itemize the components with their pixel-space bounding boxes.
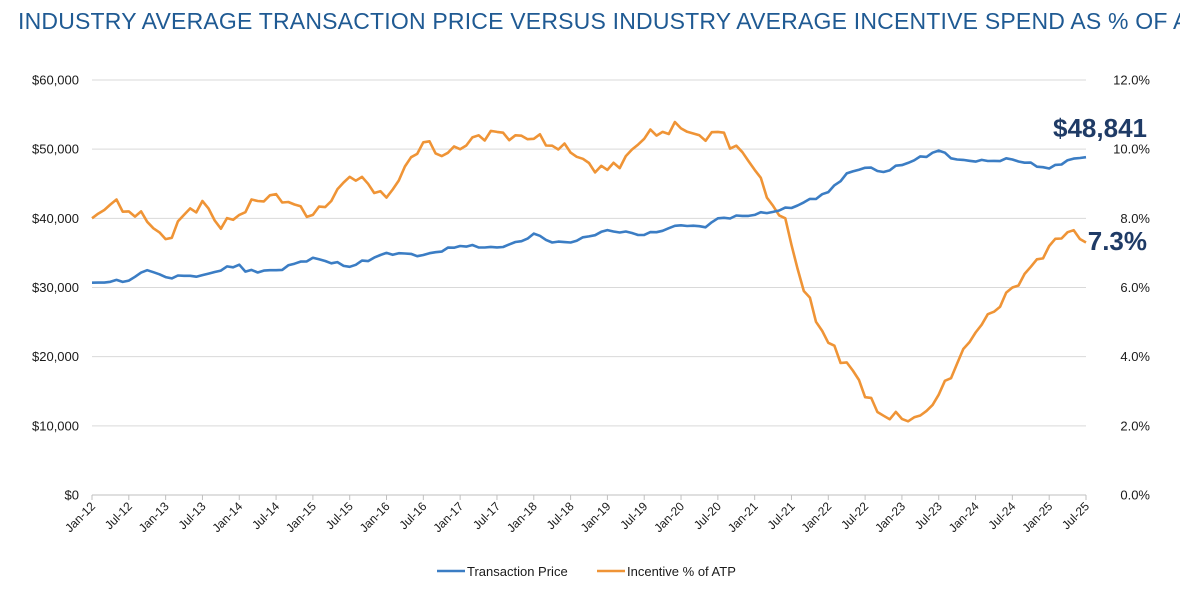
left-tick-label: $30,000 xyxy=(32,280,79,295)
left-tick-label: $40,000 xyxy=(32,211,79,226)
atp-end-label: $48,841 xyxy=(1053,113,1147,143)
right-tick-label: 10.0% xyxy=(1113,142,1150,157)
x-tick-label: Jan-13 xyxy=(136,499,172,535)
x-tick-label: Jan-24 xyxy=(946,499,982,535)
x-tick-label: Jul-18 xyxy=(544,499,577,532)
x-tick-label: Jul-22 xyxy=(838,499,871,532)
x-tick-label: Jul-17 xyxy=(470,499,503,532)
x-tick-label: Jul-20 xyxy=(691,499,724,532)
x-tick-label: Jul-24 xyxy=(985,499,1018,532)
chart-title: INDUSTRY AVERAGE TRANSACTION PRICE VERSU… xyxy=(18,8,1180,34)
legend-label-transaction-price: Transaction Price xyxy=(467,564,568,579)
x-tick-label: Jul-16 xyxy=(396,499,429,532)
left-tick-label: $50,000 xyxy=(32,142,79,157)
legend: Transaction Price Incentive % of ATP xyxy=(437,564,736,579)
x-tick-label: Jan-21 xyxy=(725,499,761,535)
x-tick-label: Jul-12 xyxy=(102,499,135,532)
x-tick-label: Jan-16 xyxy=(357,499,393,535)
left-tick-label: $20,000 xyxy=(32,349,79,364)
end-callouts: $48,841 7.3% xyxy=(1053,113,1147,256)
x-tick-label: Jan-12 xyxy=(62,499,98,535)
x-tick-label: Jan-22 xyxy=(799,499,835,535)
x-tick-label: Jul-15 xyxy=(323,499,356,532)
x-tick-label: Jan-14 xyxy=(210,499,246,535)
incentive-series-line xyxy=(91,120,1087,423)
x-tick-label: Jul-21 xyxy=(765,499,798,532)
right-tick-label: 0.0% xyxy=(1120,488,1150,503)
right-tick-label: 4.0% xyxy=(1120,349,1150,364)
x-tick-label: Jan-19 xyxy=(578,499,614,535)
left-tick-label: $10,000 xyxy=(32,418,79,433)
x-tick-label: Jan-20 xyxy=(651,499,687,535)
gridlines xyxy=(92,79,1086,427)
series-lines xyxy=(91,120,1087,423)
x-tick-label: Jan-23 xyxy=(872,499,908,535)
legend-label-incentive: Incentive % of ATP xyxy=(627,564,736,579)
x-axis: Jan-12 Jul-12 Jan-13 Jul-13 Jan-14 Jul-14 Jan-… xyxy=(62,494,1092,535)
x-tick-label: Jan-25 xyxy=(1019,499,1055,535)
right-tick-label: 6.0% xyxy=(1120,280,1150,295)
incentive-end-label: 7.3% xyxy=(1088,226,1147,256)
x-tick-label: Jan-15 xyxy=(283,499,319,535)
left-tick-label: $60,000 xyxy=(32,73,79,88)
x-tick-label: Jul-14 xyxy=(249,499,282,532)
x-tick-label: Jul-19 xyxy=(617,499,650,532)
right-tick-label: 12.0% xyxy=(1113,73,1150,88)
x-tick-label: Jul-13 xyxy=(176,499,209,532)
x-tick-label: Jul-25 xyxy=(1059,499,1092,532)
transaction-price-series-line xyxy=(91,149,1087,284)
x-tick-label: Jan-18 xyxy=(504,499,540,535)
right-tick-label: 2.0% xyxy=(1120,418,1150,433)
x-tick-label: Jul-23 xyxy=(912,499,945,532)
x-tick-label: Jan-17 xyxy=(430,499,466,535)
left-tick-label: $0 xyxy=(65,488,79,503)
right-axis: 0.0% 2.0% 4.0% 6.0% 8.0% 10.0% 12.0% xyxy=(1113,73,1150,503)
right-tick-label: 8.0% xyxy=(1120,211,1150,226)
left-axis: $0 $10,000 $20,000 $30,000 $40,000 $50,000 $60… xyxy=(32,73,79,503)
